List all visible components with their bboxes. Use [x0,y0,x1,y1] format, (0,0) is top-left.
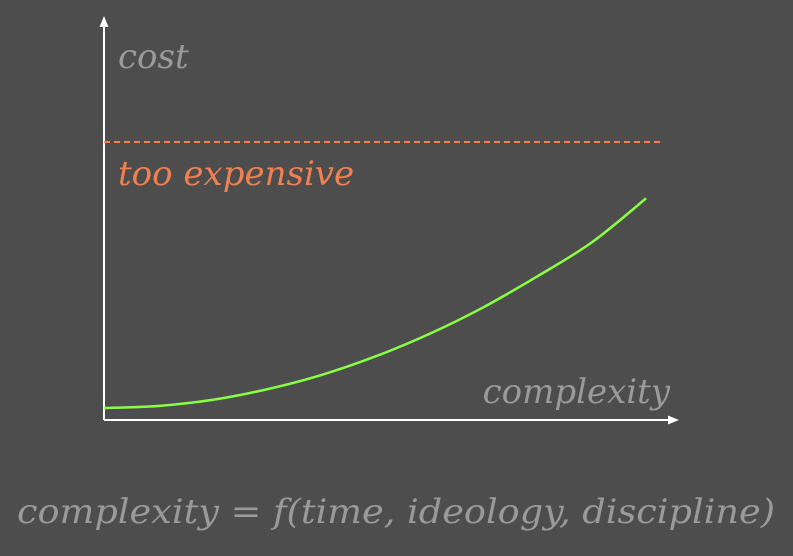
x-axis-arrow-icon [668,415,679,425]
y-axis-label: cost [118,37,189,77]
formula-caption: complexity = f(time, ideology, disciplin… [17,492,775,532]
x-axis-label: complexity [483,372,671,412]
threshold-label: too expensive [118,154,354,194]
cost-curve [103,197,647,410]
y-axis-arrow-icon [99,16,109,27]
